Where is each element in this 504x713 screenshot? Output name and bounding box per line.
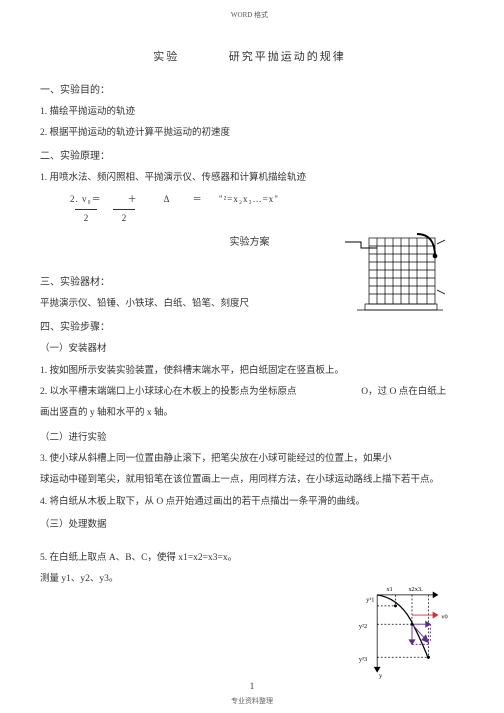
item-3: 1. 用喷水法、频闪照相、平抛演示仪、传感器和计算机描绘轨迹 — [40, 171, 459, 186]
page-title: 实验 研究平抛运动的规律 — [40, 49, 459, 67]
section-2-heading: 二、实验原理： — [40, 149, 459, 165]
footer-text: 专业资料整理 — [0, 696, 504, 707]
step-5: 5. 在白纸上取点 A、B、C，使得 x1=x2=x3=x。 — [40, 551, 459, 566]
step-group-3: （三）处理数据 — [40, 518, 459, 533]
den-2: 2 — [113, 209, 135, 225]
step-2-text-a: 2. 以水平槽末端端口上小球球心在木板上的投影点为坐标原点 — [40, 387, 297, 397]
step-1: 1. 按如图所示安装实验装置，使斜槽末端水平，把白纸固定在竖直板上。 — [40, 364, 459, 379]
top-tag: WORD 格式 — [40, 10, 459, 21]
apparatus-figure — [339, 228, 449, 323]
title-label: 实验 — [153, 51, 179, 63]
page-number: 1 — [0, 679, 504, 693]
step-2-text-b: O，过 O 点在白纸上 — [361, 387, 446, 397]
label-v0: v0 — [441, 614, 447, 621]
step-3a: 3. 使小球从斜槽上同一位置由静止滚下，把笔尖放在小球可能经过的位置上，如果小 — [40, 452, 459, 467]
step-2a: 2. 以水平槽末端端口上小球球心在木板上的投影点为坐标原点 O，过 O 点在白纸… — [40, 385, 459, 400]
section-1-heading: 一、实验目的： — [40, 83, 459, 99]
step-2c: 画出竖直的 y 轴和水平的 x 轴。 — [40, 406, 459, 421]
label-y2: y²2 — [359, 623, 367, 630]
item-2: 2. 根据平抛运动的轨迹计算平抛运动的初速度 — [40, 126, 459, 141]
label-y3: y³3 — [359, 656, 367, 663]
step-3b: 球运动中碰到笔尖，就用铅笔在该位置画上一点，用同样方法，在小球运动路线上描下若干… — [40, 473, 459, 488]
label-x1: x1 — [386, 586, 392, 593]
item-1: 1. 描绘平抛运动的轨迹 — [40, 105, 459, 120]
label-x2x3: x2x3. — [408, 586, 423, 593]
step-group-2: （二）进行实验 — [40, 431, 459, 446]
label-y1: y¹1 — [366, 596, 374, 603]
step-group-1: （一）安装器材 — [40, 342, 459, 357]
formula-denominators: 2 2 — [75, 209, 459, 225]
trajectory-chart: x1 x2x3. y¹1 y²2 y³3 v0 y — [346, 582, 456, 682]
step-4: 4. 将白纸从木板上取下，从 O 点开始通过画出的若干点描出一条平滑的曲线。 — [40, 495, 459, 510]
formula-line: 2. v₀＝ ＋ Δ ＝ "²=x₂x₃…=x" — [70, 192, 459, 206]
den-1: 2 — [75, 209, 97, 225]
title-subject: 研究平抛运动的规律 — [229, 51, 346, 63]
